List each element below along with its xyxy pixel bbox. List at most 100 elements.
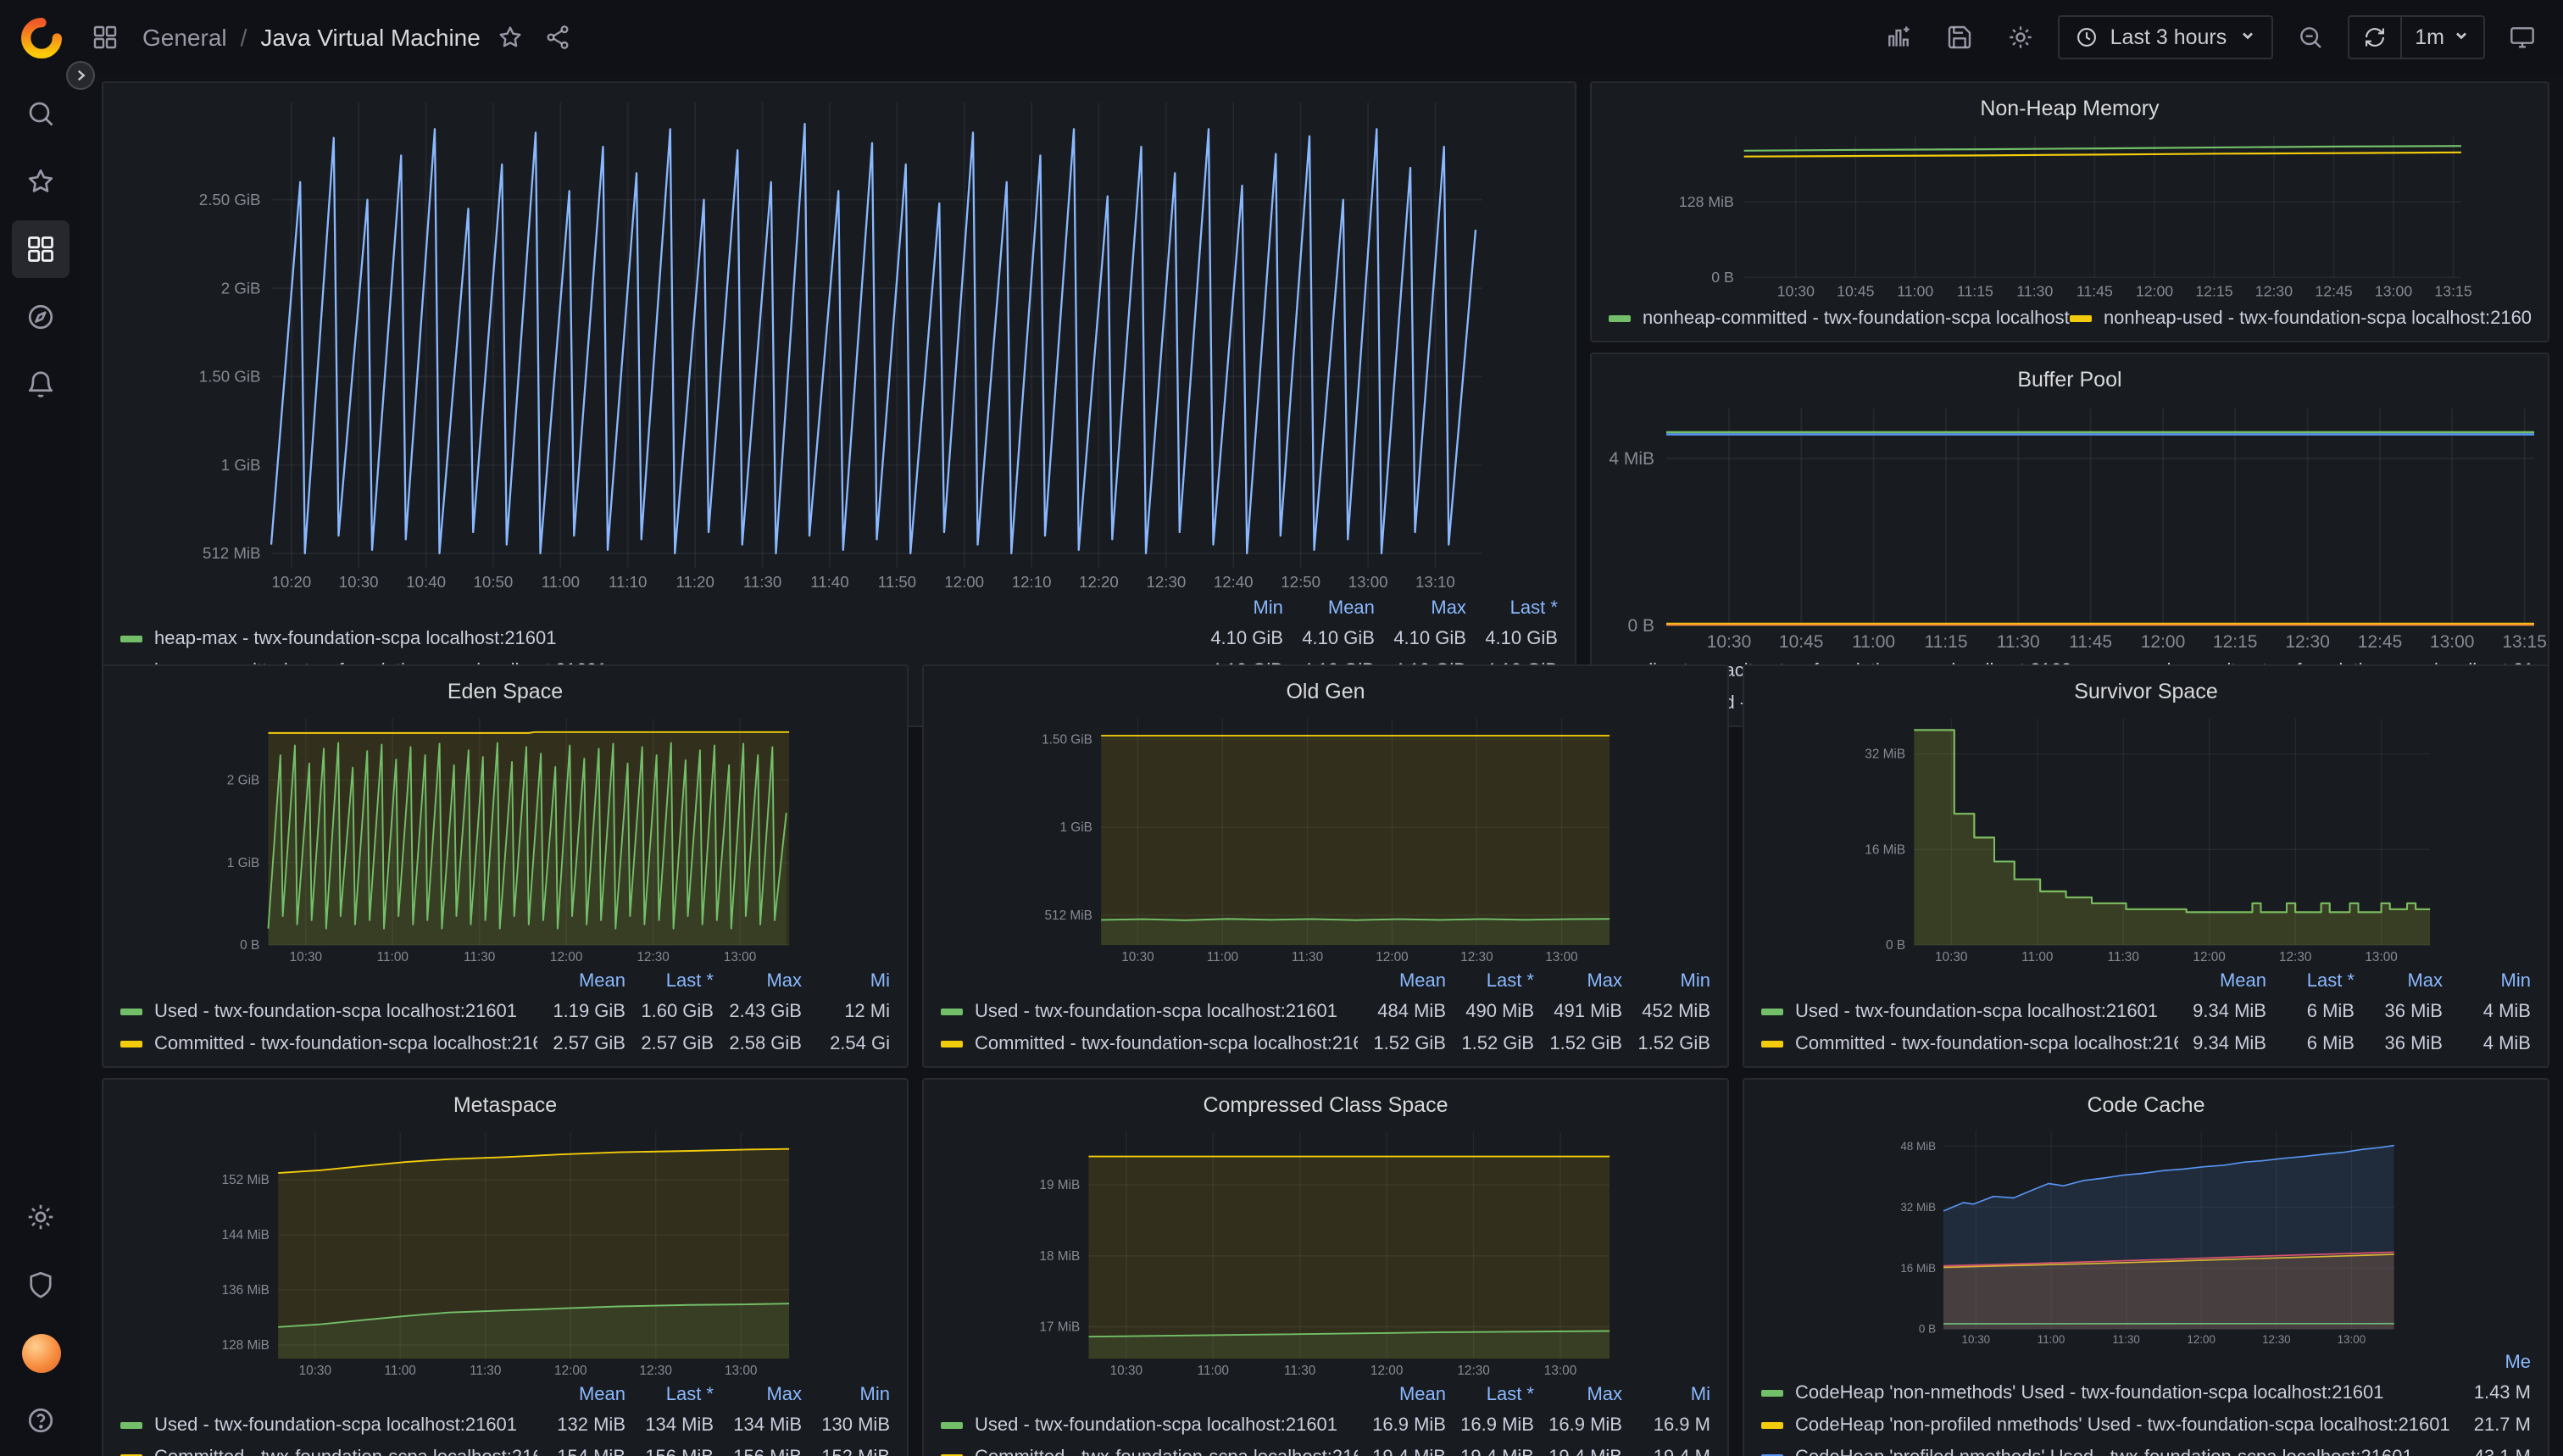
legend-column-header[interactable]: Mean <box>2219 970 2266 991</box>
legend-column-header[interactable]: Last * <box>665 970 714 991</box>
legend-column-header[interactable]: Max <box>1587 1384 1622 1404</box>
legend-column-header[interactable]: Mean <box>1398 970 1446 991</box>
svg-text:128 MiB: 128 MiB <box>222 1338 270 1353</box>
svg-text:13:00: 13:00 <box>725 1364 757 1378</box>
eden-space-chart[interactable]: 10:30 11:00 11:30 12:00 12:30 13:00 0 B 1 GiB 2 … <box>103 712 907 966</box>
code-cache-chart[interactable]: 10:30 11:00 11:30 12:00 12:30 13:00 0 B 16 MiB 3… <box>1744 1125 2548 1348</box>
sidebar-item-configuration[interactable] <box>12 1188 69 1246</box>
add-panel-button[interactable] <box>1875 14 1922 61</box>
sidebar-item-profile[interactable] <box>12 1324 69 1381</box>
breadcrumb-section[interactable]: General <box>142 24 227 51</box>
legend-value: 491 MiB <box>1554 1001 1622 1021</box>
legend-column-header[interactable]: Max <box>766 1384 802 1404</box>
legend-row[interactable]: heap-max - twx-foundation-scpa localhost… <box>120 622 1558 654</box>
time-range-picker[interactable]: Last 3 hours <box>2057 15 2273 59</box>
compressed-class-space-chart[interactable]: 10:30 11:00 11:30 12:00 12:30 13:00 17 MiB 18 M… <box>924 1125 1727 1380</box>
legend-item[interactable]: nonheap-used - twx-foundation-scpa local… <box>2069 302 2531 334</box>
legend-row[interactable]: Committed - twx-foundation-scpa localhos… <box>941 1441 1710 1456</box>
svg-text:12:00: 12:00 <box>1370 1364 1403 1378</box>
non-heap-memory-chart[interactable]: 10:30 10:45 11:00 11:15 11:30 11:45 12:00 12:15… <box>1592 129 2548 302</box>
sidebar-item-dashboards[interactable] <box>12 220 69 278</box>
panel-title[interactable]: Compressed Class Space <box>1203 1093 1448 1117</box>
legend-row[interactable]: Committed - twx-foundation-scpa localhos… <box>941 1027 1710 1059</box>
legend-row[interactable]: CodeHeap 'non-profiled nmethods' Used - … <box>1761 1409 2531 1441</box>
legend-row[interactable]: Committed - twx-foundation-scpa localhos… <box>120 1027 890 1059</box>
legend-row[interactable]: CodeHeap 'non-nmethods' Used - twx-found… <box>1761 1376 2531 1409</box>
legend-column-header[interactable]: Mean <box>1327 597 1375 618</box>
legend-swatch <box>120 1008 142 1014</box>
legend-column-header[interactable]: Min <box>1680 970 1710 991</box>
panel-title[interactable]: Old Gen <box>1286 680 1365 703</box>
compressed-class-space-legend: Mean Last * Max Mi Used - twx-foundation-scp… <box>924 1380 1727 1456</box>
metaspace-chart[interactable]: 10:30 11:00 11:30 12:00 12:30 13:00 128 MiB 136… <box>103 1125 907 1380</box>
tv-mode-button[interactable] <box>2499 14 2546 61</box>
legend-column-header[interactable]: Min <box>859 1384 890 1404</box>
legend-column-header[interactable]: Mean <box>578 1384 625 1404</box>
legend-column-header[interactable]: Last * <box>2306 970 2355 991</box>
legend-swatch <box>1761 1389 1783 1396</box>
share-dashboard-button[interactable] <box>535 14 582 61</box>
sidebar-item-explore[interactable] <box>12 288 69 346</box>
legend-value: 134 MiB <box>733 1414 802 1435</box>
legend-value: 1.60 GiB <box>641 1001 714 1021</box>
sidebar-item-help[interactable] <box>12 1392 69 1449</box>
legend-column-header[interactable]: Max <box>2407 970 2443 991</box>
legend-row[interactable]: Used - twx-foundation-scpa localhost:216… <box>1761 995 2531 1027</box>
legend-column-header[interactable]: Last * <box>1486 970 1534 991</box>
heap-chart[interactable]: 10:20 10:30 10:40 10:50 11:00 11:10 11:20 11:30… <box>103 95 1575 593</box>
legend-column-header[interactable]: Last * <box>1509 597 1558 618</box>
dashboard-settings-button[interactable] <box>1997 14 2044 61</box>
legend-row[interactable]: CodeHeap 'profiled nmethods' Used - twx-… <box>1761 1441 2531 1456</box>
sidebar-item-alerting[interactable] <box>12 356 69 414</box>
sidebar-item-server-admin[interactable] <box>12 1256 69 1314</box>
legend-row[interactable]: Used - twx-foundation-scpa localhost:216… <box>941 995 1710 1027</box>
refresh-interval-button[interactable]: 1m <box>2399 17 2483 58</box>
panel-title[interactable]: Code Cache <box>2087 1093 2205 1117</box>
legend-column-header[interactable]: Min <box>1253 597 1283 618</box>
legend-column-header[interactable]: Max <box>1431 597 1466 618</box>
legend-column-header[interactable]: Mean <box>578 970 625 991</box>
panel-title[interactable]: Non-Heap Memory <box>1980 97 2160 120</box>
legend-item[interactable]: nonheap-committed - twx-foundation-scpa … <box>1608 302 2070 334</box>
legend-column-header[interactable]: Max <box>766 970 802 991</box>
old-gen-chart[interactable]: 10:30 11:00 11:30 12:00 12:30 13:00 512 MiB 1 G… <box>924 712 1727 966</box>
legend-column-header[interactable]: Last * <box>665 1384 714 1404</box>
svg-text:11:00: 11:00 <box>377 950 409 964</box>
panel-title[interactable]: Metaspace <box>453 1093 558 1117</box>
legend-row[interactable]: Committed - twx-foundation-scpa localhos… <box>120 1441 890 1456</box>
expand-sidebar-button[interactable] <box>66 61 95 90</box>
dashboards-breadcrumb-button[interactable] <box>81 14 129 61</box>
legend-row[interactable]: Used - twx-foundation-scpa localhost:216… <box>941 1409 1710 1441</box>
legend-column-header[interactable]: Last * <box>1486 1384 1534 1404</box>
svg-text:10:45: 10:45 <box>1837 282 1874 299</box>
legend-row[interactable]: Used - twx-foundation-scpa localhost:216… <box>120 995 890 1027</box>
legend-row[interactable]: Used - twx-foundation-scpa localhost:216… <box>120 1409 890 1441</box>
save-dashboard-button[interactable] <box>1936 14 1983 61</box>
buffer-pool-chart[interactable]: 10:30 10:45 11:00 11:15 11:30 11:45 12:00 12:15… <box>1592 400 2548 654</box>
refresh-button[interactable] <box>2349 17 2399 58</box>
legend-column-header[interactable]: Mi <box>1690 1384 1710 1404</box>
star-dashboard-button[interactable] <box>487 14 535 61</box>
legend-value: 1.43 M <box>2473 1382 2531 1403</box>
survivor-space-chart[interactable]: 10:30 11:00 11:30 12:00 12:30 13:00 0 B 16 MiB 3… <box>1744 712 2548 966</box>
svg-text:12:00: 12:00 <box>2136 282 2173 299</box>
sidebar-item-starred[interactable] <box>12 153 69 210</box>
panel-title[interactable]: Eden Space <box>447 680 564 703</box>
legend-column-header[interactable]: Min <box>2500 970 2531 991</box>
legend-column-header[interactable]: Mean <box>1398 1384 1446 1404</box>
svg-text:0 B: 0 B <box>1711 269 1734 286</box>
legend-column-header[interactable]: Mi <box>870 970 890 991</box>
breadcrumb-title: Java Virtual Machine <box>260 24 481 51</box>
legend-column-header[interactable]: Me <box>2505 1352 2531 1372</box>
sidebar-item-search[interactable] <box>12 85 69 142</box>
svg-text:12:00: 12:00 <box>2141 632 2186 652</box>
legend-series-label: Used - twx-foundation-scpa localhost:216… <box>154 1414 518 1435</box>
grafana-logo[interactable] <box>0 16 81 58</box>
legend-column-header[interactable]: Max <box>1587 970 1622 991</box>
zoom-out-time-button[interactable] <box>2286 14 2333 61</box>
panel-title[interactable]: Survivor Space <box>2074 680 2218 703</box>
panel-non-heap-memory: Non-Heap Memory 10:30 10:45 11:00 11:15 11:3… <box>1589 81 2549 342</box>
legend-row[interactable]: Committed - twx-foundation-scpa localhos… <box>1761 1027 2531 1059</box>
legend-value: 4 MiB <box>2482 1033 2531 1053</box>
panel-title[interactable]: Buffer Pool <box>2017 368 2122 392</box>
